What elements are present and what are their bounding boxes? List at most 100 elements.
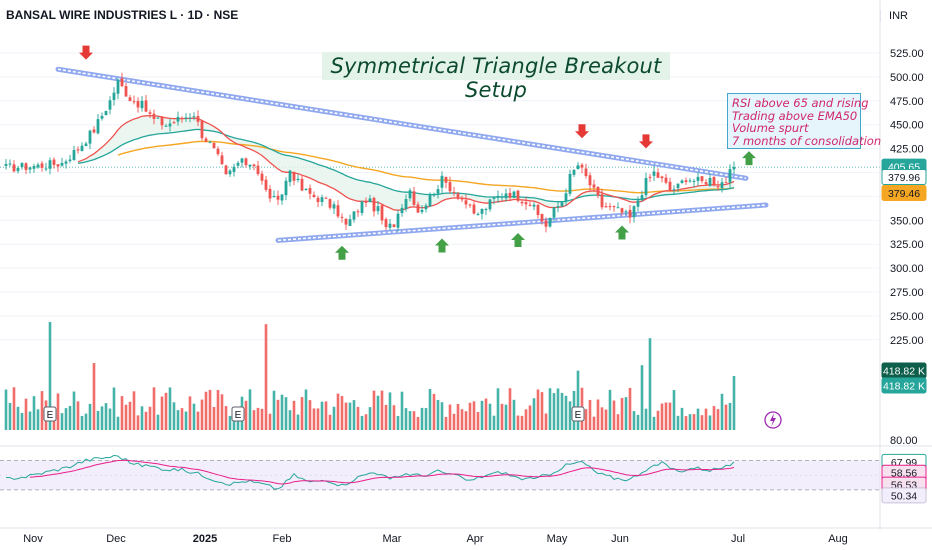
earnings-marker-label: E bbox=[47, 410, 54, 421]
resistance-arrow-down-icon bbox=[79, 45, 93, 60]
candle-body bbox=[196, 116, 200, 122]
earnings-marker[interactable] bbox=[231, 406, 245, 422]
candle-body bbox=[664, 177, 668, 183]
candle-body bbox=[60, 162, 64, 166]
candle-body bbox=[336, 205, 340, 217]
candle-body bbox=[600, 194, 604, 208]
volume-bar bbox=[16, 406, 20, 430]
volume-bar bbox=[228, 415, 232, 430]
volume-bar bbox=[160, 396, 164, 430]
volume-bar bbox=[680, 407, 684, 430]
time-tick-label: Apr bbox=[466, 533, 483, 545]
candle-body bbox=[556, 206, 560, 208]
volume-bar bbox=[644, 408, 648, 430]
time-tick-label: Dec bbox=[106, 533, 126, 545]
candle-body bbox=[140, 100, 144, 109]
candle-body bbox=[460, 198, 464, 200]
setup-notes: RSI above 65 and rising Trading above EM… bbox=[727, 93, 881, 149]
volume-bar bbox=[380, 390, 384, 430]
candle-body bbox=[548, 218, 552, 227]
candle-body bbox=[296, 178, 300, 180]
symbol-title: BANSAL WIRE INDUSTRIES L · 1D · NSE bbox=[6, 8, 239, 22]
candle-body bbox=[648, 176, 652, 178]
rsi-panel bbox=[0, 445, 932, 491]
candle-body bbox=[328, 199, 332, 208]
earnings-marker[interactable] bbox=[43, 406, 57, 422]
volume-bar bbox=[24, 398, 28, 430]
volume-bar bbox=[220, 394, 224, 430]
volume-bar bbox=[116, 416, 120, 430]
volume-bar bbox=[192, 403, 196, 430]
volume-bar bbox=[448, 404, 452, 430]
candle-body bbox=[172, 122, 176, 124]
candle-body bbox=[380, 205, 384, 221]
earnings-marker[interactable] bbox=[571, 406, 585, 422]
volume-bar bbox=[4, 389, 8, 430]
volume-bar bbox=[28, 411, 32, 430]
volume-bar bbox=[152, 387, 156, 430]
candle-body bbox=[536, 204, 540, 216]
volume-bar bbox=[136, 415, 140, 430]
volume-bar bbox=[284, 397, 288, 430]
volume-bar bbox=[340, 396, 344, 430]
candle-body bbox=[512, 191, 516, 198]
breakout-arrow-up-icon bbox=[742, 151, 756, 166]
candle-body bbox=[684, 180, 688, 183]
price-tick-label: 350.00 bbox=[890, 215, 924, 227]
volume-bar bbox=[452, 413, 456, 430]
candle-body bbox=[576, 165, 580, 170]
upper-trendline-inner bbox=[57, 68, 747, 180]
earnings-marker-label: E bbox=[575, 410, 582, 421]
time-tick-label: Jul bbox=[731, 533, 745, 545]
price-tick-label: 450.00 bbox=[890, 120, 924, 132]
currency-label[interactable]: INR bbox=[880, 10, 908, 22]
candle-body bbox=[4, 164, 8, 166]
candle-body bbox=[40, 163, 44, 168]
price-tick-label: 500.00 bbox=[890, 72, 924, 84]
candle-body bbox=[124, 86, 128, 97]
candle-body bbox=[148, 112, 152, 114]
candle-body bbox=[104, 110, 108, 116]
volume-bar bbox=[260, 408, 264, 430]
candle-body bbox=[312, 194, 316, 198]
candle-body bbox=[44, 168, 48, 170]
volume-bar bbox=[592, 416, 596, 430]
candle-body bbox=[216, 148, 220, 155]
volume-bar bbox=[336, 393, 340, 430]
volume-bar bbox=[656, 410, 660, 430]
candle-body bbox=[692, 180, 696, 182]
candle-body bbox=[480, 208, 484, 214]
candle-body bbox=[680, 180, 684, 184]
candle-body bbox=[332, 204, 336, 209]
volume-bar bbox=[328, 414, 332, 430]
volume-bar bbox=[368, 407, 372, 430]
candle-body bbox=[544, 220, 548, 227]
ema-cloud bbox=[78, 115, 734, 211]
candle-body bbox=[604, 206, 608, 208]
volume-bar bbox=[316, 408, 320, 430]
setup-title-box: Symmetrical Triangle Breakout Setup bbox=[322, 52, 670, 102]
candle-body bbox=[436, 189, 440, 194]
volume-bar bbox=[292, 400, 296, 430]
volume-bar bbox=[624, 397, 628, 430]
candle-body bbox=[620, 208, 624, 213]
volume-bar bbox=[364, 414, 368, 430]
volume-bar bbox=[176, 410, 180, 430]
volume-bar bbox=[304, 389, 308, 430]
candle-body bbox=[184, 117, 188, 119]
candle-body bbox=[580, 164, 584, 168]
volume-bar bbox=[716, 409, 720, 430]
candle-body bbox=[176, 116, 180, 122]
candle-body bbox=[376, 206, 380, 212]
volume-bar bbox=[632, 411, 636, 430]
candle-body bbox=[256, 165, 260, 174]
support-arrow-up-icon bbox=[511, 232, 525, 247]
candle-body bbox=[284, 180, 288, 196]
volume-bar bbox=[668, 402, 672, 430]
volume-bar bbox=[604, 409, 608, 430]
candle-body bbox=[268, 188, 272, 199]
volume-bar bbox=[652, 416, 656, 430]
volume-bar bbox=[692, 414, 696, 430]
candle-body bbox=[448, 182, 452, 192]
candle-body bbox=[704, 182, 708, 185]
